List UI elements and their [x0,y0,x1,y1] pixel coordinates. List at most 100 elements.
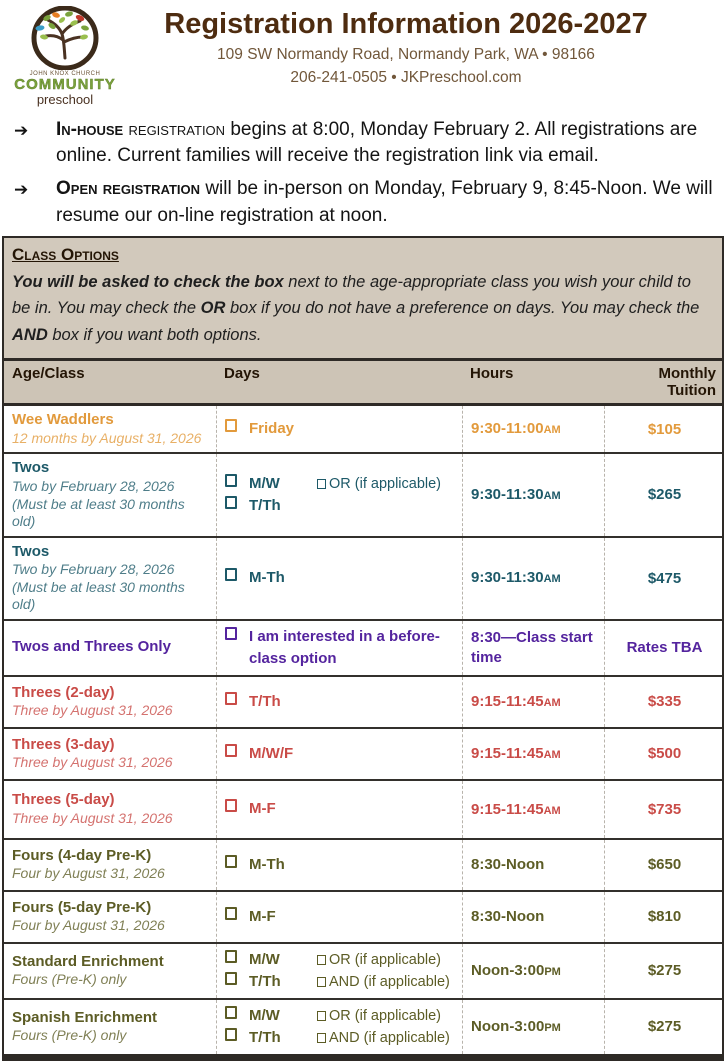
day-choices: T/Th [225,691,317,713]
class-name: Threes (2-day) [12,683,115,701]
hours-cell: 8:30-Noon [462,839,604,890]
hours-time: 9:15-11:45 [471,693,544,711]
hours-time: 9:30-11:30 [471,569,544,587]
page-header: JOHN KNOX CHURCH COMMUNITY preschool Reg… [0,0,726,107]
school-logo: JOHN KNOX CHURCH COMMUNITY preschool [6,4,124,107]
hours-cell: 9:15-11:45AM [462,728,604,779]
hours-value: Noon-3:00PM [471,961,598,981]
table-row: Twos Two by February 28, 2026 (Must be at … [4,537,722,621]
modifier-choices: OR (if applicable) AND (if applicable) [317,1005,450,1049]
modifier-checkbox[interactable] [317,976,326,987]
monthly-tuition-cell: $335 [604,676,722,727]
modifier-checkbox[interactable] [317,1032,326,1043]
day-checkbox[interactable] [225,1027,237,1041]
table-row: Wee Waddlers 12 months by August 31, 2026… [4,406,722,455]
days-cell: M-Th [216,839,462,890]
logo-preschool-text: preschool [36,91,94,107]
title-block: Registration Information 2026-2027 109 S… [124,4,718,107]
day-checkbox[interactable] [225,495,237,509]
day-checkbox[interactable] [225,971,237,985]
days-cell: I am interested in a before-class option [216,620,462,675]
days-options: M-Th [225,567,456,589]
day-checkbox[interactable] [225,691,237,705]
days-options: M-F [225,906,456,928]
class-options-sheet: Class Options You will be asked to check… [2,235,724,1061]
class-options-panel: Class Options You will be asked to check… [4,237,722,362]
tuition-value: $265 [647,486,682,504]
class-options-title: Class Options [12,244,119,264]
class-name: Threes (3-day) [12,735,115,753]
days-cell: Friday [216,406,462,453]
day-checkbox[interactable] [225,743,237,757]
modifier-checkbox[interactable] [317,478,326,489]
hours-time: 9:15-11:45 [471,800,544,818]
day-choices: M/W T/Th [225,473,317,517]
day-label: M/W [249,950,280,968]
day-label: T/Th [249,972,281,990]
day-choices: I am interested in a before-class option [225,626,456,670]
note-text: In-house registration begins at 8:00, Mo… [56,119,698,167]
days-options: I am interested in a before-class option [225,626,456,670]
tuition-value: $275 [647,962,682,980]
modifier-option: OR (if applicable) [317,473,441,495]
day-option: M/W [225,1005,317,1027]
tuition-value: $275 [647,1018,682,1036]
class-age-requirement: 12 months by August 31, 2026 [12,429,202,446]
day-checkbox[interactable] [225,906,237,920]
hours-time: 8:30-Noon [471,856,545,874]
hours-time: 9:30-11:00 [471,420,544,438]
modifier-option: OR (if applicable) [317,949,450,971]
modifier-checkbox[interactable] [317,954,326,965]
day-checkbox[interactable] [225,626,237,640]
day-choices: Friday [225,418,317,440]
days-cell: M-Th [216,537,462,619]
age-class-cell: Threes (3-day) Three by August 31, 2026 [4,729,216,779]
day-option: I am interested in a before-class option [225,626,456,670]
day-choices: M/W/F [225,743,317,765]
table-header-row: Age/Class Days Hours Monthly Tuition [4,361,722,407]
tuition-value: $500 [647,745,682,763]
day-checkbox[interactable] [225,799,237,813]
modifier-option: AND (if applicable) [317,971,450,993]
day-checkbox[interactable] [225,568,237,582]
day-option: T/Th [225,1027,317,1049]
table-row: Twos Two by February 28, 2026 (Must be at … [4,454,722,538]
class-age-requirement: Three by August 31, 2026 [12,754,173,771]
class-age-requirement: Three by August 31, 2026 [12,809,173,826]
hours-am-pm: AM [543,804,561,817]
table-row: Standard Enrichment Fours (Pre-K) only M/W… [4,943,722,1000]
monthly-tuition-cell: $650 [604,839,722,890]
hours-value: 9:15-11:45AM [471,744,598,764]
modifier-checkbox[interactable] [317,1010,326,1021]
day-option: M/W/F [225,743,317,765]
hours-value: 9:15-11:45AM [471,800,598,820]
hours-am-pm: PM [544,966,561,979]
day-checkbox[interactable] [225,854,237,868]
days-cell: M/W T/Th OR (if applicable) AND (if applica… [216,999,462,1054]
hours-value: 8:30-Noon [471,907,598,927]
arrow-bullet-icon: ➔ [14,121,29,141]
modifier-label: OR (if applicable) [329,1007,442,1024]
age-class-cell: Fours (5-day Pre-K) Four by August 31, 20… [4,892,216,942]
monthly-tuition-cell: $500 [604,728,722,779]
hours-cell: 8:30-Noon [462,891,604,942]
day-option: M/W [225,473,317,495]
days-options: M/W T/Th OR (if applicable) AND (if applica… [225,949,456,993]
day-option: M-F [225,798,317,820]
day-checkbox[interactable] [225,419,237,433]
arrow-bullet-icon: ➔ [14,180,29,200]
modifier-label: AND (if applicable) [329,1029,450,1046]
modifier-option: AND (if applicable) [317,1027,450,1049]
page-title: Registration Information 2026-2027 [164,8,648,40]
age-class-cell: Spanish Enrichment Fours (Pre-K) only [4,1000,216,1054]
hours-time: Noon-3:00 [471,1018,545,1036]
hours-am-pm: AM [543,424,561,437]
day-checkbox[interactable] [225,473,237,487]
modifier-option: OR (if applicable) [317,1005,450,1027]
day-label: M/W/F [249,744,294,762]
days-cell: M/W T/Th OR (if applicable) [216,454,462,536]
modifier-label: OR (if applicable) [329,951,442,968]
monthly-tuition-cell: $265 [604,454,722,536]
day-checkbox[interactable] [225,1005,237,1019]
day-checkbox[interactable] [225,949,237,963]
